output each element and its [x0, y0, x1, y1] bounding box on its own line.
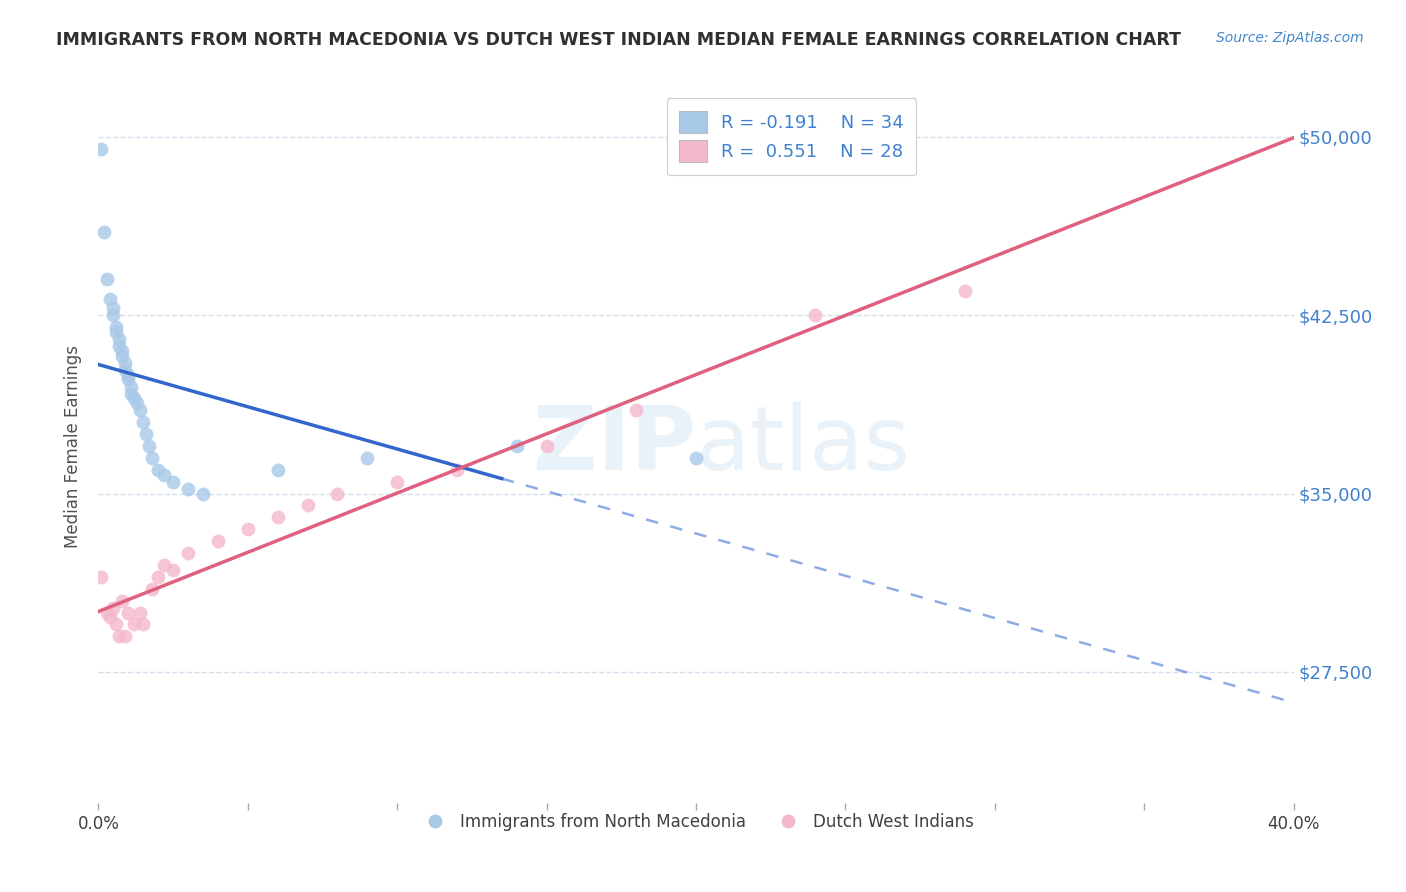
Text: Source: ZipAtlas.com: Source: ZipAtlas.com — [1216, 31, 1364, 45]
Point — [297, 499, 319, 513]
Point — [153, 467, 176, 482]
Y-axis label: Median Female Earnings: Median Female Earnings — [65, 344, 83, 548]
Point — [108, 339, 131, 353]
Text: IMMIGRANTS FROM NORTH MACEDONIA VS DUTCH WEST INDIAN MEDIAN FEMALE EARNINGS CORR: IMMIGRANTS FROM NORTH MACEDONIA VS DUTCH… — [56, 31, 1181, 49]
Point — [105, 325, 128, 339]
Point — [124, 392, 146, 406]
Point — [506, 439, 529, 453]
Point — [117, 372, 139, 386]
Point — [114, 356, 136, 370]
Point — [108, 629, 131, 643]
Point — [132, 415, 155, 429]
Point — [129, 403, 152, 417]
Point — [111, 593, 134, 607]
Point — [626, 403, 648, 417]
Point — [141, 450, 163, 465]
Point — [804, 308, 827, 322]
Point — [117, 368, 139, 382]
Point — [103, 600, 125, 615]
Text: ZIP: ZIP — [533, 402, 696, 490]
Point — [103, 308, 125, 322]
Point — [114, 629, 136, 643]
Point — [953, 285, 976, 299]
Point — [117, 606, 139, 620]
Point — [177, 482, 200, 496]
Point — [685, 450, 707, 465]
Point — [191, 486, 214, 500]
Point — [105, 320, 128, 334]
Point — [120, 379, 142, 393]
Point — [356, 450, 378, 465]
Point — [135, 427, 157, 442]
Point — [98, 292, 122, 306]
Legend: Immigrants from North Macedonia, Dutch West Indians: Immigrants from North Macedonia, Dutch W… — [412, 806, 980, 838]
Point — [141, 582, 163, 596]
Point — [536, 439, 558, 453]
Point — [138, 439, 160, 453]
Point — [446, 463, 468, 477]
Point — [90, 142, 112, 156]
Point — [96, 606, 118, 620]
Point — [177, 546, 200, 560]
Point — [132, 617, 155, 632]
Point — [236, 522, 259, 536]
Point — [114, 363, 136, 377]
Point — [98, 610, 122, 624]
Point — [96, 272, 118, 286]
Point — [103, 301, 125, 315]
Point — [267, 463, 290, 477]
Point — [326, 486, 349, 500]
Point — [148, 463, 170, 477]
Point — [111, 343, 134, 358]
Point — [385, 475, 409, 489]
Point — [162, 563, 184, 577]
Point — [129, 606, 152, 620]
Point — [162, 475, 184, 489]
Point — [120, 386, 142, 401]
Point — [267, 510, 290, 524]
Point — [108, 332, 131, 346]
Point — [148, 570, 170, 584]
Point — [153, 558, 176, 572]
Point — [105, 617, 128, 632]
Point — [207, 534, 229, 549]
Point — [111, 349, 134, 363]
Point — [127, 396, 149, 410]
Point — [90, 570, 112, 584]
Point — [124, 617, 146, 632]
Point — [93, 225, 115, 239]
Text: atlas: atlas — [696, 402, 911, 490]
